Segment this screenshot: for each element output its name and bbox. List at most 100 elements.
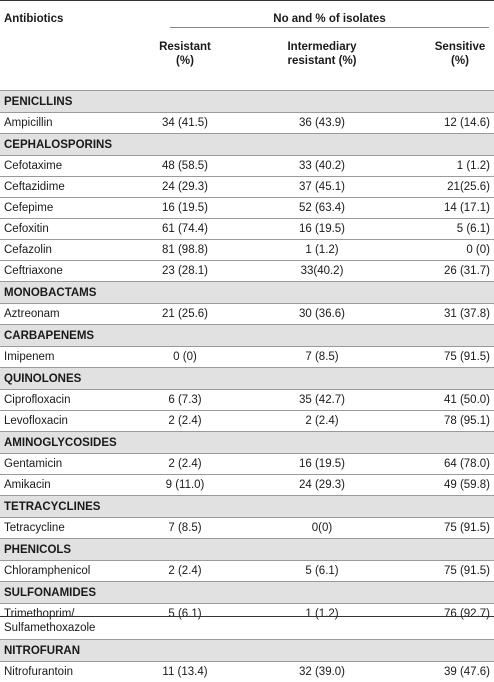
category-label: TETRACYCLINES bbox=[4, 501, 101, 513]
intermediary-value: 16 (19.5) bbox=[298, 458, 346, 470]
category-label: MONOBACTAMS bbox=[4, 287, 97, 299]
intermediary-value: 36 (43.9) bbox=[298, 117, 346, 129]
sensitive-value: 41 (50.0) bbox=[443, 394, 490, 406]
category-label: QUINOLONES bbox=[4, 373, 82, 385]
table-row: Cefazolin 81 (98.8) 1 (1.2) 0 (0) bbox=[0, 239, 494, 260]
intermediary-value: 24 (29.3) bbox=[298, 479, 346, 491]
sensitive-value: 75 (91.5) bbox=[443, 351, 490, 363]
resistant-value: 2 (2.4) bbox=[168, 415, 202, 427]
intermediary-value: 16 (19.5) bbox=[298, 223, 346, 235]
table-bottom-rule bbox=[0, 616, 494, 617]
resistant-value: 7 (8.5) bbox=[168, 522, 202, 534]
resistant-value: 48 (58.5) bbox=[161, 160, 209, 172]
resistant-value: 0 (0) bbox=[173, 351, 197, 363]
resistant-header-line2: (%) bbox=[176, 55, 194, 67]
sensitive-value: 12 (14.6) bbox=[443, 117, 490, 129]
antibiotic-name: Cefazolin bbox=[4, 244, 52, 256]
intermediary-value: 30 (36.6) bbox=[298, 308, 346, 320]
intermediary-value: 5 (6.1) bbox=[305, 565, 339, 577]
resistant-value: 6 (7.3) bbox=[168, 394, 202, 406]
resistant-value: 16 (19.5) bbox=[161, 202, 209, 214]
sensitive-value: 26 (31.7) bbox=[443, 265, 490, 277]
category-label: PHENICOLS bbox=[4, 544, 72, 556]
intermediary-value: 7 (8.5) bbox=[305, 351, 339, 363]
table-row: Levofloxacin 2 (2.4) 2 (2.4) 78 (95.1) bbox=[0, 410, 494, 431]
table-row: Chloramphenicol 2 (2.4) 5 (6.1) 75 (91.5) bbox=[0, 560, 494, 581]
antibiotic-name: Ceftriaxone bbox=[4, 265, 63, 277]
table-header: Antibiotics No and % of isolates Resista… bbox=[0, 0, 494, 90]
table-row: Gentamicin 2 (2.4) 16 (19.5) 64 (78.0) bbox=[0, 453, 494, 474]
category-row: QUINOLONES bbox=[0, 367, 494, 389]
sensitive-value: 39 (47.6) bbox=[443, 666, 490, 678]
sensitive-value: 21(25.6) bbox=[447, 181, 490, 193]
table-row: Ceftazidime 24 (29.3) 37 (45.1) 21(25.6) bbox=[0, 176, 494, 197]
antibiotic-name: Ampicillin bbox=[4, 117, 53, 129]
antibiotic-name: Imipenem bbox=[4, 351, 55, 363]
table-row: Amikacin 9 (11.0) 24 (29.3) 49 (59.8) bbox=[0, 474, 494, 495]
category-label: SULFONAMIDES bbox=[4, 587, 96, 599]
antibiotic-name: Trimethoprim/ Sulfamethoxazole bbox=[4, 608, 96, 634]
sensitive-value: 75 (91.5) bbox=[443, 522, 490, 534]
intermediary-value: 52 (63.4) bbox=[298, 202, 346, 214]
intermediary-value: 2 (2.4) bbox=[305, 415, 339, 427]
resistant-value: 34 (41.5) bbox=[161, 117, 209, 129]
col-resistant-header: Resistant (%) bbox=[140, 40, 230, 68]
category-label: PENICLLINS bbox=[4, 96, 73, 108]
resistant-value: 21 (25.6) bbox=[161, 308, 209, 320]
category-row: TETRACYCLINES bbox=[0, 495, 494, 517]
resistant-value: 5 (6.1) bbox=[168, 608, 202, 620]
antibiotic-name: Cefepime bbox=[4, 202, 54, 214]
category-row: AMINOGLYCOSIDES bbox=[0, 431, 494, 453]
table-row: Aztreonam 21 (25.6) 30 (36.6) 31 (37.8) bbox=[0, 303, 494, 324]
intermediary-value: 33 (40.2) bbox=[298, 160, 346, 172]
table-row: Cefotaxime 48 (58.5) 33 (40.2) 1 (1.2) bbox=[0, 155, 494, 176]
intermediary-header-line2: resistant (%) bbox=[287, 55, 357, 67]
antibiotic-name: Gentamicin bbox=[4, 458, 63, 470]
category-label: CARBAPENEMS bbox=[4, 330, 95, 342]
antibiotic-name: Tetracycline bbox=[4, 522, 65, 534]
category-row: SULFONAMIDES bbox=[0, 581, 494, 603]
resistant-value: 11 (13.4) bbox=[162, 666, 208, 678]
antibiotic-name: Ciprofloxacin bbox=[4, 394, 71, 406]
resistant-value: 9 (11.0) bbox=[165, 479, 205, 491]
resistant-header-line1: Resistant bbox=[159, 41, 211, 53]
sensitive-value: 78 (95.1) bbox=[443, 415, 490, 427]
table-row: Imipenem 0 (0) 7 (8.5) 75 (91.5) bbox=[0, 346, 494, 367]
category-label: CEPHALOSPORINS bbox=[4, 139, 112, 151]
intermediary-value: 0(0) bbox=[311, 522, 333, 534]
intermediary-value: 33(40.2) bbox=[300, 265, 344, 277]
resistant-value: 61 (74.4) bbox=[161, 223, 209, 235]
category-row: CARBAPENEMS bbox=[0, 324, 494, 346]
group-header-rule bbox=[170, 27, 489, 28]
sensitive-value: 76 (92.7) bbox=[443, 608, 490, 620]
sensitive-value: 1 (1.2) bbox=[456, 160, 490, 172]
table-row: Cefoxitin 61 (74.4) 16 (19.5) 5 (6.1) bbox=[0, 218, 494, 239]
table-row: Trimethoprim/ Sulfamethoxazole 5 (6.1) 1 (… bbox=[0, 603, 494, 639]
sensitive-value: 75 (91.5) bbox=[443, 565, 490, 577]
resistant-value: 81 (98.8) bbox=[161, 244, 209, 256]
antibiotic-name: Cefoxitin bbox=[4, 223, 49, 235]
intermediary-value: 35 (42.7) bbox=[298, 394, 346, 406]
category-row: PHENICOLS bbox=[0, 538, 494, 560]
category-row: PENICLLINS bbox=[0, 90, 494, 112]
resistant-value: 23 (28.1) bbox=[161, 265, 209, 277]
col-antibiotics-header: Antibiotics bbox=[4, 13, 64, 25]
col-intermediary-header: Intermediary resistant (%) bbox=[247, 40, 397, 68]
table-row: Ciprofloxacin 6 (7.3) 35 (42.7) 41 (50.0) bbox=[0, 389, 494, 410]
col-sensitive-header: Sensitive (%) bbox=[430, 40, 490, 68]
resistant-value: 2 (2.4) bbox=[168, 565, 202, 577]
intermediary-value: 1 (1.2) bbox=[305, 608, 339, 620]
category-label: AMINOGLYCOSIDES bbox=[4, 437, 117, 449]
resistant-value: 2 (2.4) bbox=[168, 458, 202, 470]
category-row: NITROFURAN bbox=[0, 639, 494, 661]
category-row: MONOBACTAMS bbox=[0, 281, 494, 303]
category-row: CEPHALOSPORINS bbox=[0, 133, 494, 155]
table-row: Ampicillin 34 (41.5) 36 (43.9) 12 (14.6) bbox=[0, 112, 494, 133]
sensitive-value: 5 (6.1) bbox=[456, 223, 490, 235]
table-row: Nitrofurantoin 11 (13.4) 32 (39.0) 39 (47.6… bbox=[0, 661, 494, 682]
sensitive-value: 0 (0) bbox=[466, 244, 490, 256]
table-row: Tetracycline 7 (8.5) 0(0) 75 (91.5) bbox=[0, 517, 494, 538]
resistant-value: 24 (29.3) bbox=[161, 181, 209, 193]
intermediary-value: 1 (1.2) bbox=[305, 244, 339, 256]
intermediary-value: 32 (39.0) bbox=[298, 666, 346, 678]
